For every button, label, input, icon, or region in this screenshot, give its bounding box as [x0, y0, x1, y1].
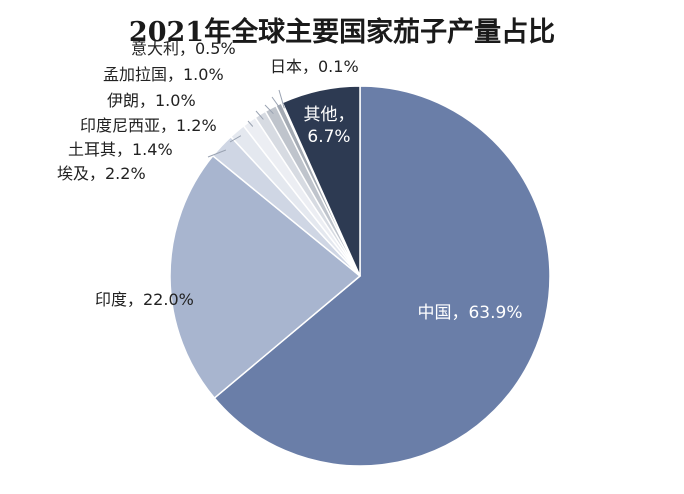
leader-line-6 — [264, 104, 274, 115]
slice-label-4: 印度尼西亚，1.2% — [80, 116, 217, 135]
slice-label-0: 中国，63.9% — [417, 303, 522, 323]
slice-label-5: 伊朗，1.0% — [107, 91, 196, 110]
leader-line-3 — [229, 135, 242, 143]
slice-label-6: 孟加拉国，1.0% — [103, 65, 224, 84]
slice-label-3: 土耳其，1.4% — [68, 140, 173, 159]
leader-line-4 — [247, 120, 254, 127]
leader-line-5 — [255, 110, 264, 120]
slice-label-7: 意大利，0.5% — [131, 39, 236, 58]
slice-label-2: 埃及，2.2% — [57, 164, 146, 183]
slice-label-8: 日本，0.1% — [270, 57, 359, 76]
chart-title: 2021年全球主要国家茄子产量占比 — [128, 17, 556, 48]
pie-slice-1 — [169, 154, 362, 400]
slice-label-1: 印度，22.0% — [95, 290, 194, 309]
leader-line-2 — [207, 149, 227, 158]
slice-label-9-line2: 6.7% — [307, 127, 350, 147]
leader-line-7 — [271, 96, 282, 111]
leader-line-8 — [278, 89, 285, 109]
pie-slice-0 — [213, 85, 551, 467]
slice-label-9-line1: 其他， — [304, 105, 355, 125]
